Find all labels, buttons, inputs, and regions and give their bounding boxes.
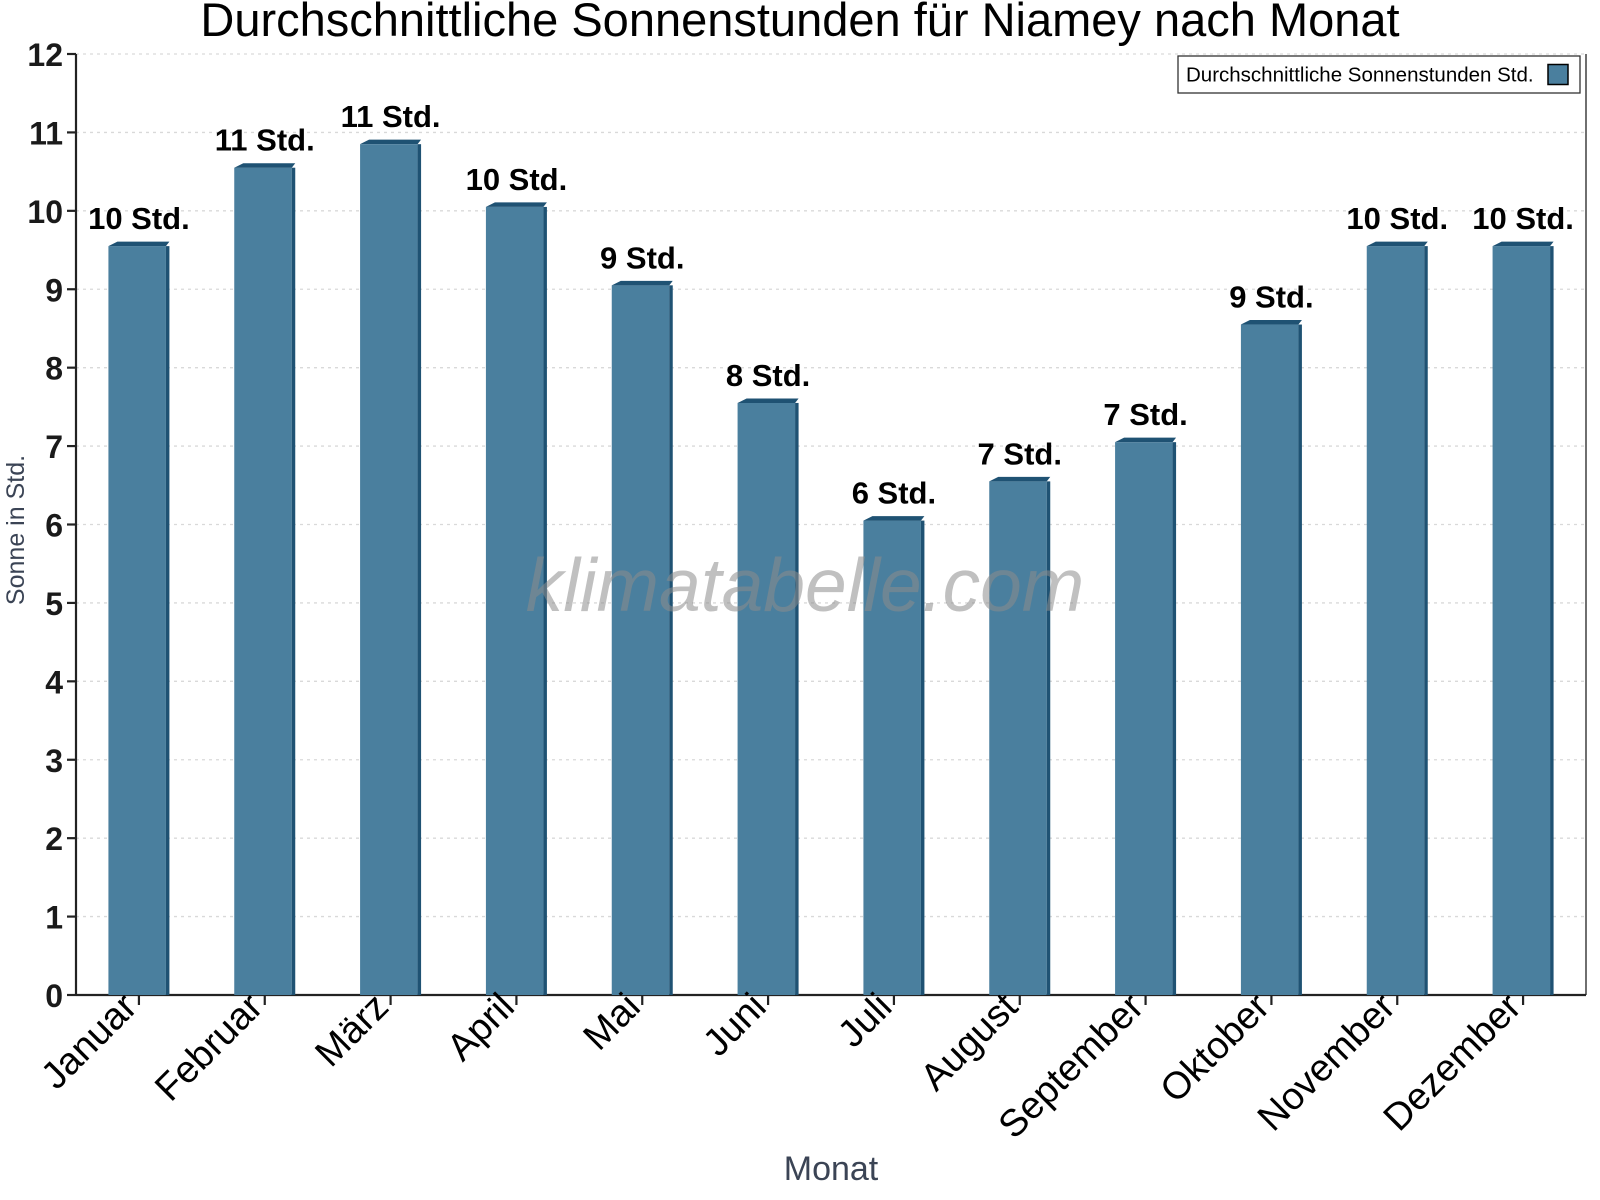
svg-text:August: August [913, 985, 1027, 1099]
svg-text:November: November [1250, 985, 1404, 1139]
svg-text:Dezember: Dezember [1376, 985, 1530, 1139]
svg-text:10 Std.: 10 Std. [1472, 201, 1574, 236]
svg-text:Durchschnittliche Sonnenstunde: Durchschnittliche Sonnenstunden Std. [1186, 64, 1534, 87]
svg-text:10 Std.: 10 Std. [88, 201, 190, 236]
svg-text:11 Std.: 11 Std. [215, 123, 315, 158]
svg-text:6: 6 [45, 508, 63, 544]
svg-text:8: 8 [45, 351, 63, 387]
svg-text:11: 11 [29, 115, 63, 151]
svg-text:9: 9 [45, 272, 63, 308]
svg-text:April: April [439, 986, 522, 1069]
svg-text:11 Std.: 11 Std. [341, 99, 441, 134]
svg-text:9 Std.: 9 Std. [600, 240, 684, 275]
svg-text:Juni: Juni [695, 986, 774, 1065]
svg-text:März: März [308, 986, 397, 1075]
svg-text:10: 10 [27, 194, 63, 230]
svg-text:6 Std.: 6 Std. [852, 476, 936, 511]
svg-text:8 Std.: 8 Std. [726, 358, 810, 393]
svg-text:Mai: Mai [576, 986, 649, 1059]
svg-text:1: 1 [45, 900, 63, 936]
svg-text:10 Std.: 10 Std. [466, 162, 568, 197]
svg-text:10 Std.: 10 Std. [1346, 201, 1448, 236]
svg-text:5: 5 [45, 586, 63, 622]
svg-text:Juli: Juli [830, 986, 900, 1056]
svg-text:3: 3 [45, 743, 63, 779]
svg-text:2: 2 [45, 821, 63, 857]
svg-text:7 Std.: 7 Std. [978, 436, 1062, 471]
svg-text:Oktober: Oktober [1153, 985, 1279, 1111]
svg-text:7: 7 [45, 429, 63, 465]
svg-text:Februar: Februar [147, 985, 271, 1109]
svg-text:9 Std.: 9 Std. [1229, 280, 1313, 315]
svg-text:7 Std.: 7 Std. [1103, 397, 1187, 432]
svg-text:4: 4 [45, 664, 63, 700]
svg-text:0: 0 [45, 978, 63, 1014]
